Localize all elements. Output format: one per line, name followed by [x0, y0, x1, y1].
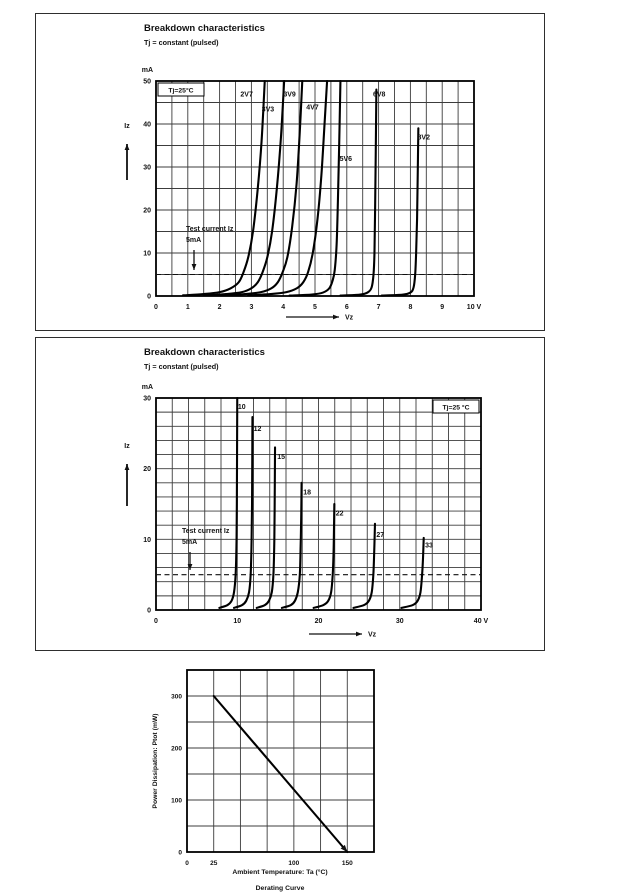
plot-border [155, 80, 475, 297]
svg-text:9: 9 [440, 304, 444, 311]
svg-text:8: 8 [408, 304, 412, 311]
svg-text:33: 33 [425, 542, 433, 549]
y-axis-title: Power Dissipation: Ptot (mW) [152, 713, 159, 808]
svg-text:Test current Iz: Test current Iz [182, 528, 230, 535]
svg-text:12: 12 [254, 426, 262, 433]
svg-text:20: 20 [143, 466, 151, 473]
svg-text:7: 7 [377, 304, 381, 311]
x-axis-ticks: 0 1 2 3 4 5 6 7 8 9 10 V [154, 304, 481, 311]
svg-text:Tj=25 °C: Tj=25 °C [442, 404, 469, 412]
curves: 10 12 15 18 22 27 33 [218, 396, 433, 609]
svg-text:mA: mA [142, 67, 153, 74]
svg-text:0: 0 [147, 294, 151, 301]
test-current-annotation: Test current Iz 5mA [186, 226, 234, 270]
svg-text:20: 20 [143, 208, 151, 215]
chart-caption: Derating Curve [256, 885, 305, 892]
svg-text:20: 20 [315, 618, 323, 625]
svg-text:10: 10 [143, 537, 151, 544]
svg-text:30: 30 [396, 618, 404, 625]
y-axis-ticks: 0 10 20 30 40 50 mA [142, 67, 153, 301]
svg-text:0: 0 [185, 860, 189, 867]
svg-text:5mA: 5mA [186, 237, 201, 244]
svg-text:0: 0 [147, 608, 151, 615]
svg-text:6: 6 [345, 304, 349, 311]
svg-text:25: 25 [210, 860, 218, 867]
svg-text:10: 10 [143, 251, 151, 258]
chart-subtitle: Tj = constant (pulsed) [144, 38, 219, 47]
chart-title: Breakdown characteristics [144, 23, 265, 34]
svg-text:4V7: 4V7 [306, 104, 319, 111]
svg-text:200: 200 [171, 746, 182, 753]
svg-text:22: 22 [336, 511, 344, 518]
svg-text:0: 0 [154, 304, 158, 311]
svg-text:6V8: 6V8 [373, 91, 386, 98]
temperature-condition-label: Tj=25°C [157, 82, 205, 97]
svg-text:3V9: 3V9 [283, 91, 296, 98]
plot-border [155, 397, 482, 611]
svg-text:15: 15 [277, 454, 285, 461]
temperature-condition-label: Tj=25 °C [432, 399, 480, 414]
svg-text:50: 50 [143, 79, 151, 86]
x-axis-label-vz: Vz [309, 632, 377, 639]
svg-text:30: 30 [143, 165, 151, 172]
y-axis-ticks: 0 100 200 300 [171, 694, 182, 857]
svg-text:2V7: 2V7 [240, 91, 253, 98]
svg-text:10 V: 10 V [467, 304, 482, 311]
y-axis-label-iz: Iz [124, 443, 130, 506]
svg-text:18: 18 [303, 489, 311, 496]
x-axis-ticks: 0 10 20 30 40 V [154, 618, 488, 625]
derating-chart: 0 100 200 300 0 25 100 150 Power Dissipation: Pt… [152, 669, 375, 892]
svg-text:10: 10 [238, 404, 246, 411]
svg-text:2: 2 [218, 304, 222, 311]
chart-title: Breakdown characteristics [144, 347, 265, 358]
svg-text:Test current Iz: Test current Iz [186, 226, 234, 233]
test-current-annotation: Test current Iz 5mA [182, 528, 230, 570]
plot-border [186, 669, 375, 853]
svg-text:100: 100 [288, 860, 299, 867]
svg-text:100: 100 [171, 798, 182, 805]
breakdown-chart-high-voltage: 0 10 20 30 mA 0 10 20 30 40 V Tj=25 °C Iz Vz Test cur… [124, 384, 488, 639]
breakdown-panel-low-voltage: Breakdown characteristics Tj = constant … [35, 13, 545, 331]
y-axis-ticks: 0 10 20 30 mA [142, 384, 153, 615]
svg-text:Vz: Vz [345, 315, 354, 322]
svg-text:40: 40 [143, 122, 151, 129]
svg-text:Iz: Iz [124, 443, 130, 450]
svg-text:Iz: Iz [124, 123, 130, 130]
x-axis-label-vz: Vz [286, 315, 354, 322]
svg-text:5mA: 5mA [182, 539, 197, 546]
svg-text:5: 5 [313, 304, 317, 311]
curves [212, 694, 349, 854]
svg-text:150: 150 [342, 860, 353, 867]
svg-text:Power Dissipation: Ptot (mW): Power Dissipation: Ptot (mW) [152, 713, 159, 808]
x-axis-title: Ambient Temperature: Ta (°C) [232, 868, 327, 876]
svg-text:Derating Curve: Derating Curve [256, 885, 305, 892]
grid [156, 81, 474, 296]
svg-text:3V3: 3V3 [262, 106, 275, 113]
svg-text:27: 27 [376, 532, 384, 539]
svg-text:300: 300 [171, 694, 182, 701]
svg-text:0: 0 [154, 618, 158, 625]
svg-text:Vz: Vz [368, 632, 377, 639]
curves: 2V7 3V3 3V9 4V7 5V6 6V8 8V2 [181, 79, 431, 297]
svg-text:8V2: 8V2 [418, 134, 431, 141]
svg-text:3: 3 [249, 304, 253, 311]
svg-text:30: 30 [143, 396, 151, 403]
breakdown-panel-high-voltage: Breakdown characteristics Tj = constant … [35, 337, 545, 651]
svg-text:5V6: 5V6 [340, 156, 353, 163]
grid [156, 398, 481, 610]
svg-text:0: 0 [178, 850, 182, 857]
svg-text:4: 4 [281, 304, 285, 311]
chart-subtitle: Tj = constant (pulsed) [144, 362, 219, 371]
svg-text:1: 1 [186, 304, 190, 311]
svg-text:10: 10 [233, 618, 241, 625]
y-axis-label-iz: Iz [124, 123, 130, 180]
x-axis-ticks: 0 25 100 150 [185, 860, 353, 867]
breakdown-chart-low-voltage: 0 10 20 30 40 50 mA 0 1 2 3 4 5 6 7 8 9 10 V Tj=25°C Iz Vz Te… [124, 67, 481, 322]
svg-text:40 V: 40 V [474, 618, 489, 625]
svg-text:Ambient Temperature: Ta (°C): Ambient Temperature: Ta (°C) [232, 868, 327, 876]
svg-text:Tj=25°C: Tj=25°C [168, 87, 193, 95]
svg-text:mA: mA [142, 384, 153, 391]
